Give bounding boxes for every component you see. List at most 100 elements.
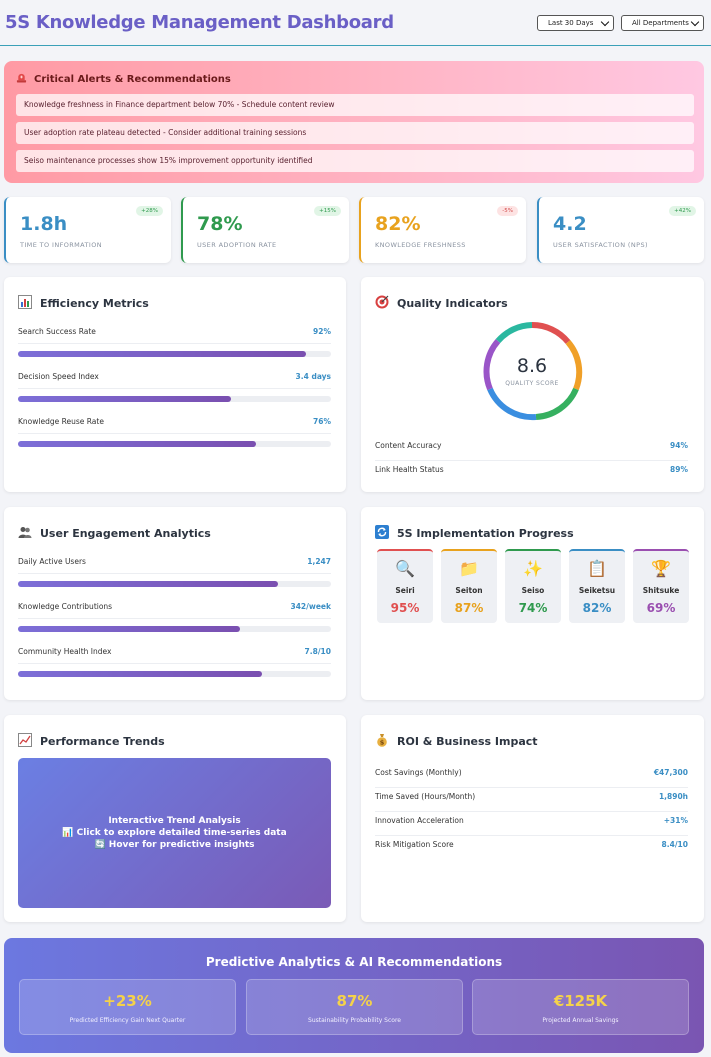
alert-item[interactable]: Knowledge freshness in Finance departmen… [16, 94, 694, 116]
interactive-trend-analysis[interactable]: Interactive Trend Analysis 📊 Click to ex… [18, 758, 331, 908]
card-title: Quality Indicators [375, 295, 508, 310]
5s-percent: 95% [390, 601, 420, 615]
line-chart-icon [18, 733, 32, 747]
kv-name: Innovation Acceleration [375, 816, 464, 825]
folder-icon: 📁 [459, 559, 479, 578]
magnifier-icon: 🔍 [395, 559, 415, 578]
prediction-label: Predicted Efficiency Gain Next Quarter [69, 1017, 186, 1024]
sparkles-icon: ✨ [523, 559, 543, 578]
alert-item[interactable]: User adoption rate plateau detected - Co… [16, 122, 694, 144]
refresh-icon [375, 525, 389, 539]
5s-percent: 74% [518, 601, 548, 615]
period-select[interactable]: Last 30 Days [537, 15, 614, 31]
kpi-card-user-satisfaction[interactable]: 4.2 User Satisfaction (NPS) +42% [537, 197, 704, 263]
card-title: $ ROI & Business Impact [375, 733, 538, 748]
5s-name: Shitsuke [642, 586, 680, 595]
money-bag-icon: $ [377, 734, 387, 747]
5s-percent: 87% [454, 601, 484, 615]
kpi-label: User Adoption Rate [197, 241, 277, 249]
progress-bar [18, 671, 331, 677]
progress-bar [18, 441, 331, 447]
target-icon [375, 295, 389, 309]
metric-name: Community Health Index [18, 647, 112, 656]
progress-bar [18, 396, 331, 402]
prediction-card-sustainability[interactable]: 87% Sustainability Probability Score [246, 979, 463, 1035]
kv-row-time-saved: Time Saved (Hours/Month) 1,890h [375, 788, 688, 812]
trophy-icon: 🏆 [651, 559, 671, 578]
card-title-text: User Engagement Analytics [40, 527, 211, 540]
5s-name: Seiri [395, 586, 415, 595]
5s-tile-shitsuke[interactable]: 🏆 Shitsuke 69% [633, 549, 689, 623]
alert-item[interactable]: Seiso maintenance processes show 15% imp… [16, 150, 694, 172]
alerts-heading-text: Critical Alerts & Recommendations [34, 74, 231, 85]
department-select[interactable]: All Departments [621, 15, 704, 31]
trend-badge: +15% [314, 206, 341, 216]
prediction-card-efficiency-gain[interactable]: +23% Predicted Efficiency Gain Next Quar… [19, 979, 236, 1035]
metric-value: 3.4 days [295, 372, 331, 381]
kv-value: 8.4/10 [661, 840, 688, 849]
card-title: User Engagement Analytics [18, 525, 211, 540]
5s-tile-seiketsu[interactable]: 📋 Seiketsu 82% [569, 549, 625, 623]
metric-name: Daily Active Users [18, 557, 86, 566]
prediction-value: €125K [553, 992, 608, 1010]
kv-value: 94% [670, 441, 688, 450]
kv-value: +31% [663, 816, 688, 825]
quality-score-value: 8.6 [516, 355, 548, 377]
trend-heading: Interactive Trend Analysis [108, 816, 241, 826]
department-select-value: All Departments [632, 19, 689, 27]
5s-percent: 82% [582, 601, 612, 615]
kpi-value: 1.8h [20, 213, 68, 235]
progress-bar [18, 626, 331, 632]
metric-value: 7.8/10 [304, 647, 331, 656]
svg-text:$: $ [380, 739, 385, 747]
kv-row-risk-mitigation: Risk Mitigation Score 8.4/10 [375, 836, 688, 860]
5s-name: Seiketsu [578, 586, 616, 595]
kv-row-link-health: Link Health Status 89% [375, 461, 688, 485]
5s-name: Seiton [455, 586, 483, 595]
kv-name: Risk Mitigation Score [375, 840, 454, 849]
trend-badge: -5% [497, 206, 518, 216]
kv-value: 89% [670, 465, 688, 474]
predictive-analytics-panel: Predictive Analytics & AI Recommendation… [4, 938, 704, 1053]
dashboard-header: 5S Knowledge Management Dashboard Last 3… [0, 0, 711, 46]
efficiency-metrics-card: Efficiency Metrics Search Success Rate 9… [4, 277, 346, 492]
kv-name: Time Saved (Hours/Month) [375, 792, 476, 801]
kpi-label: User Satisfaction (NPS) [553, 241, 648, 249]
metric-value: 92% [313, 327, 331, 336]
prediction-card-annual-savings[interactable]: €125K Projected Annual Savings [472, 979, 689, 1035]
metric-value: 1,247 [307, 557, 331, 566]
metric-value: 76% [313, 417, 331, 426]
roi-business-impact-card: $ ROI & Business Impact Cost Savings (Mo… [361, 715, 704, 922]
prediction-label: Sustainability Probability Score [308, 1017, 401, 1024]
quality-score-ring [483, 321, 583, 421]
kv-name: Content Accuracy [375, 441, 442, 450]
5s-tile-seiton[interactable]: 📁 Seiton 87% [441, 549, 497, 623]
progress-bar [18, 581, 331, 587]
kv-value: €47,300 [653, 768, 688, 777]
kpi-card-knowledge-freshness[interactable]: 82% Knowledge Freshness -5% [359, 197, 526, 263]
metric-name: Decision Speed Index [18, 372, 99, 381]
metric-value: 342/week [290, 602, 332, 611]
bar-chart-icon [18, 295, 32, 309]
siren-icon [16, 73, 27, 83]
kv-value: 1,890h [658, 792, 688, 801]
5s-tile-seiri[interactable]: 🔍 Seiri 95% [377, 549, 433, 623]
card-title: Performance Trends [18, 733, 165, 748]
kpi-value: 78% [197, 213, 243, 235]
kpi-card-time-to-information[interactable]: 1.8h Time to Information +28% [4, 197, 171, 263]
card-title-text: Efficiency Metrics [40, 297, 149, 310]
period-select-value: Last 30 Days [548, 19, 594, 27]
kpi-label: Time to Information [20, 241, 102, 249]
alerts-panel: Critical Alerts & Recommendations Knowle… [4, 61, 704, 183]
quality-indicators-card: Quality Indicators 8.6 QUALITY SCORE Con… [361, 277, 704, 492]
trend-hint-hover: 🔄 Hover for predictive insights [94, 840, 255, 850]
clipboard-icon: 📋 [587, 559, 607, 578]
kpi-card-user-adoption[interactable]: 78% User Adoption Rate +15% [181, 197, 349, 263]
metric-name: Search Success Rate [18, 327, 96, 336]
5s-tile-seiso[interactable]: ✨ Seiso 74% [505, 549, 561, 623]
kv-row-content-accuracy: Content Accuracy 94% [375, 437, 688, 461]
kv-name: Link Health Status [375, 465, 444, 474]
card-title: Efficiency Metrics [18, 295, 149, 310]
prediction-label: Projected Annual Savings [542, 1017, 619, 1024]
trend-badge: +42% [669, 206, 696, 216]
